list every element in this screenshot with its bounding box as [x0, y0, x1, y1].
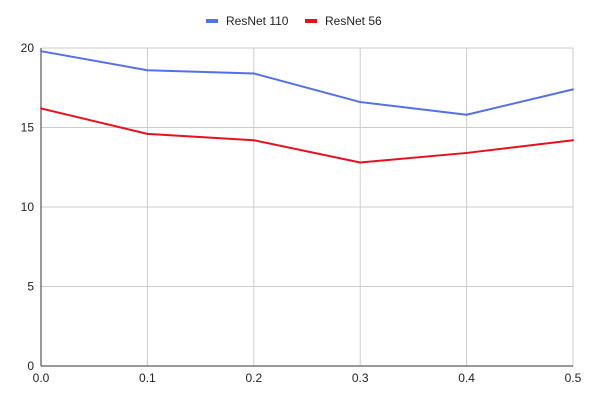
y-tick-label: 15	[21, 121, 35, 135]
data-point	[40, 107, 42, 110]
x-tick-label: 0.1	[139, 371, 156, 385]
x-tick-label: 0.4	[458, 371, 475, 385]
y-tick-label: 5	[27, 280, 34, 294]
data-point	[465, 151, 468, 154]
legend-item: ResNet 56	[305, 14, 382, 28]
legend-swatch	[206, 19, 218, 23]
data-point	[40, 50, 42, 53]
legend-item: ResNet 110	[206, 14, 289, 28]
x-tick-label: 0.2	[245, 371, 262, 385]
y-tick-label: 20	[21, 41, 35, 55]
data-point	[359, 161, 362, 164]
data-point	[252, 139, 255, 142]
x-tick-label: 0.3	[352, 371, 369, 385]
x-tick-label: 0.5	[565, 371, 582, 385]
y-tick-label: 0	[27, 359, 34, 373]
axes	[40, 48, 573, 367]
legend-swatch	[305, 19, 317, 23]
series-line-1	[40, 50, 574, 116]
data-point	[359, 101, 362, 104]
data-point	[572, 88, 574, 91]
x-tick-label: 0.0	[33, 371, 50, 385]
tick-labels: 0 5 10 15 20 0.0 0.1 0.2 0.3 0.4 0.5	[21, 41, 582, 385]
data-point	[252, 72, 255, 75]
legend-label: ResNet 110	[226, 14, 289, 28]
series-line-2	[40, 107, 574, 164]
grid	[41, 47, 574, 366]
legend-label: ResNet 56	[325, 14, 382, 28]
legend: ResNet 110 ResNet 56	[206, 14, 382, 28]
data-point	[572, 139, 574, 142]
data-point	[465, 113, 468, 116]
data-point	[146, 69, 149, 72]
y-tick-label: 10	[21, 200, 35, 214]
series-group	[40, 50, 574, 164]
data-point	[146, 132, 149, 135]
